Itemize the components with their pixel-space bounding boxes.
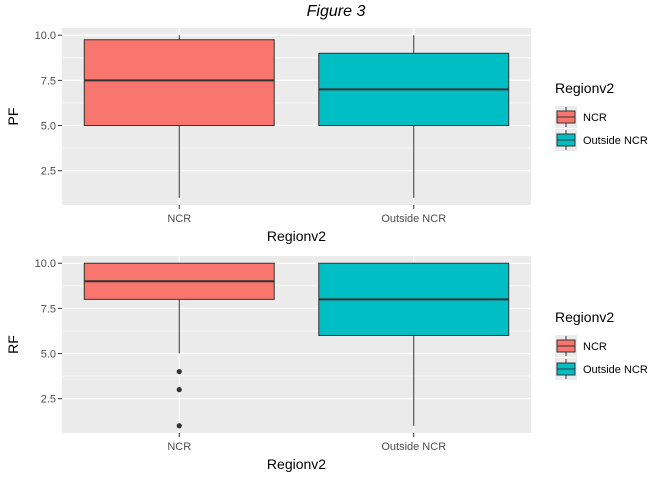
y-tick-label: 5.0 [41, 349, 56, 361]
outlier-point [176, 423, 182, 429]
x-axis-title: Regionv2 [267, 456, 326, 472]
y-tick-label: 7.5 [41, 303, 56, 315]
box-outside-ncr [318, 262, 510, 426]
box-iqr [83, 39, 275, 127]
legend-entry-label: Outside NCR [583, 364, 648, 376]
legend-entry-label: NCR [583, 112, 607, 124]
legend-entry-label: Outside NCR [583, 135, 648, 147]
outlier-point [176, 368, 182, 375]
y-tick-label: 7.5 [41, 75, 56, 87]
y-tick-label: 10.0 [35, 258, 56, 270]
y-tick-label: 10.0 [35, 30, 56, 42]
legend: Regionv2 NCR Outside NCR [555, 309, 648, 380]
legend-title: Regionv2 [555, 80, 614, 96]
x-axis-title: Regionv2 [267, 228, 326, 244]
x-tick-label: NCR [167, 441, 191, 453]
box-ncr [83, 262, 275, 429]
x-tick-label: NCR [167, 213, 191, 225]
figure-title: Figure 3 [306, 3, 366, 20]
y-axis-title: RF [5, 335, 21, 354]
box-outside-ncr [318, 35, 510, 198]
chart-panel-2: 2.5 5.0 7.5 10.0 NCR Outside NCR Regionv2 RF Reg… [5, 256, 648, 472]
box-ncr [83, 35, 275, 198]
y-tick-label: 5.0 [41, 121, 56, 133]
y-tick-label: 2.5 [41, 166, 56, 178]
legend-title: Regionv2 [555, 309, 614, 325]
outlier-point [176, 387, 182, 393]
legend-entry-label: NCR [583, 341, 607, 353]
y-tick-label: 2.5 [41, 394, 56, 406]
chart-panel-1: 2.5 5.0 7.5 10.0 NCR Outside NCR Regionv2 PF Reg… [5, 28, 648, 244]
x-tick-label: Outside NCR [381, 441, 446, 453]
y-axis-title: PF [5, 108, 21, 126]
legend: Regionv2 NCR Outside NCR [555, 80, 648, 151]
x-tick-label: Outside NCR [381, 213, 446, 225]
